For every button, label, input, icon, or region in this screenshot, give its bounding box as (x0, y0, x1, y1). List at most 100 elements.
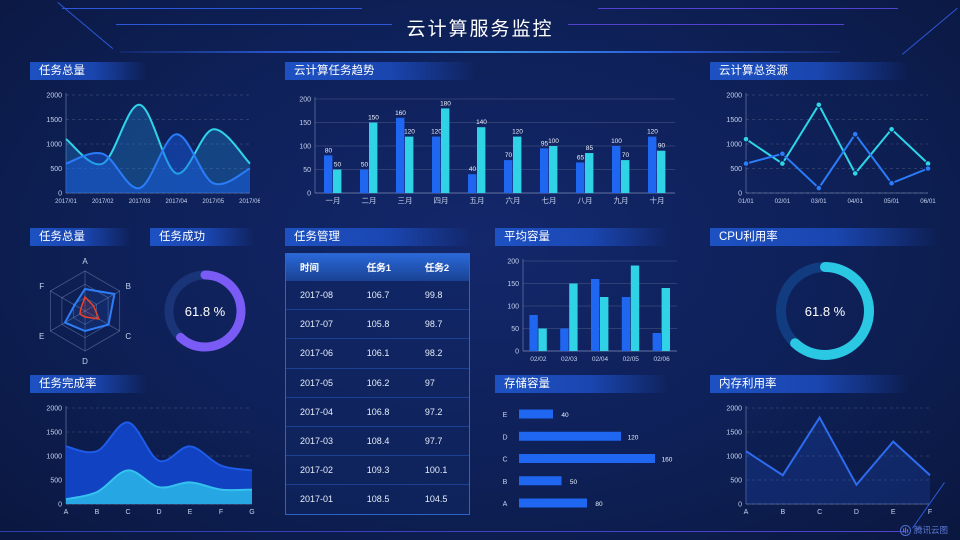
table-header: 时间 任务1 任务2 (286, 254, 469, 280)
svg-text:A: A (503, 501, 508, 508)
table-cell: 108.5 (366, 494, 390, 505)
svg-text:A: A (744, 509, 749, 516)
svg-text:120: 120 (404, 129, 415, 136)
svg-text:1500: 1500 (46, 117, 62, 124)
svg-text:D: D (502, 434, 507, 441)
svg-text:200: 200 (299, 97, 311, 104)
svg-text:500: 500 (730, 166, 742, 173)
svg-text:02/05: 02/05 (623, 356, 640, 363)
svg-text:A: A (64, 509, 69, 516)
svg-text:80: 80 (595, 501, 603, 508)
svg-text:2000: 2000 (726, 406, 742, 413)
table-cell: 99.8 (424, 290, 443, 301)
table-row: 2017-06 106.1 98.2 (286, 338, 469, 367)
panel-task-total-area: 任务总量 0 500 1000 1500 2000 2017/01 2017/02 2017/… (30, 62, 260, 212)
panel-task-success: 任务成功 61.8 % (150, 228, 260, 368)
svg-text:2000: 2000 (46, 93, 62, 100)
svg-text:120: 120 (628, 434, 639, 441)
brand-logo-icon (899, 524, 911, 536)
table-cell: 106.8 (366, 406, 390, 417)
brand-name: 腾讯云图 (913, 525, 948, 535)
svg-text:06/01: 06/01 (920, 198, 936, 205)
table-cell: 106.2 (366, 377, 390, 388)
panel-title: 云计算任务趋势 (285, 62, 476, 80)
table-cell: 108.4 (366, 436, 390, 447)
svg-text:十月: 十月 (650, 195, 665, 205)
svg-text:三月: 三月 (398, 196, 413, 205)
table-row: 2017-03 108.4 97.7 (286, 425, 469, 455)
svg-text:50: 50 (334, 162, 342, 169)
svg-text:C: C (125, 509, 130, 516)
svg-text:500: 500 (50, 478, 62, 485)
total-resource-chart: 0 500 1000 1500 2000 01/01 02/01 03/01 04/01 05/0… (726, 93, 936, 206)
svg-text:0: 0 (58, 191, 62, 198)
table-cell: 2017-05 (300, 377, 334, 388)
svg-text:一月: 一月 (326, 196, 341, 205)
svg-text:50: 50 (511, 326, 519, 333)
table-cell: 2017-06 (300, 348, 334, 359)
table-cell: 105.8 (366, 319, 390, 330)
table-cell: 2017-08 (300, 290, 334, 301)
table-cell: 2017-03 (300, 436, 334, 447)
svg-text:B: B (95, 509, 100, 516)
cpu-donut-chart: 61.8 % (776, 262, 874, 360)
svg-text:100: 100 (611, 138, 622, 145)
svg-text:02/04: 02/04 (592, 356, 609, 363)
table-col-header: 任务2 (424, 263, 450, 274)
svg-text:0: 0 (738, 191, 742, 198)
svg-text:二月: 二月 (362, 196, 377, 205)
svg-text:02/06: 02/06 (653, 356, 670, 363)
svg-text:1000: 1000 (46, 142, 62, 149)
svg-text:1500: 1500 (726, 117, 742, 124)
svg-text:80: 80 (325, 147, 333, 154)
svg-text:2017/03: 2017/03 (129, 199, 151, 205)
svg-text:D: D (854, 509, 859, 516)
svg-text:50: 50 (303, 167, 311, 174)
svg-text:九月: 九月 (614, 196, 629, 205)
svg-text:03/01: 03/01 (811, 198, 827, 205)
table-col-header: 时间 (300, 263, 320, 274)
svg-text:05/01: 05/01 (884, 198, 900, 205)
svg-text:500: 500 (50, 166, 62, 173)
svg-text:D: D (156, 509, 161, 516)
table-cell: 2017-07 (300, 319, 334, 330)
footer-decor-line (0, 531, 906, 532)
svg-text:02/03: 02/03 (561, 356, 578, 363)
panel-task-table: 任务管理 时间 任务1 任务2 2017-08 106.7 99.8 2017-07 105… (285, 228, 472, 515)
svg-text:40: 40 (561, 412, 569, 419)
panel-title: 任务完成率 (30, 375, 147, 393)
svg-text:七月: 七月 (542, 196, 557, 205)
panel-storage: 存储容量 E 40 D 120 C 160 B 50 A 80 (495, 375, 685, 520)
table-cell: 106.7 (366, 290, 390, 301)
svg-text:0: 0 (58, 502, 62, 509)
panel-title: 任务总量 (30, 62, 147, 80)
svg-text:120: 120 (647, 129, 658, 136)
svg-text:150: 150 (507, 281, 519, 288)
panel-total-resource: 云计算总资源 0 500 1000 1500 2000 01/01 02/01 03/01 04… (710, 62, 940, 212)
svg-text:1500: 1500 (726, 430, 742, 437)
panel-title: 任务总量 (30, 228, 131, 246)
table-row: 2017-07 105.8 98.7 (286, 309, 469, 338)
svg-text:六月: 六月 (506, 195, 521, 205)
table-row: 2017-02 109.3 100.1 (286, 455, 469, 484)
panel-task-trend: 云计算任务趋势 0 50 100 150 200 一月 二月 三月 四月 五月 六月 七月 八月 九月 十月… (285, 62, 685, 212)
svg-text:140: 140 (476, 119, 487, 126)
task-trend-chart: 0 50 100 150 200 一月 二月 三月 四月 五月 六月 七月 八月 九月 十月 80 50 160 1… (299, 97, 675, 205)
svg-text:90: 90 (658, 143, 666, 150)
table-cell: 2017-02 (300, 465, 334, 476)
header-decor-bar (120, 51, 840, 53)
svg-text:2017/01: 2017/01 (55, 199, 77, 205)
header-decor-line (62, 8, 362, 9)
table-row: 2017-04 106.8 97.2 (286, 396, 469, 426)
svg-text:B: B (126, 282, 131, 291)
panel-memory: 内存利用率 0 500 1000 1500 2000 A B C D E F (710, 375, 940, 520)
svg-text:2000: 2000 (46, 406, 62, 413)
table-cell: 97 (424, 377, 435, 388)
panel-title: 任务成功 (150, 228, 254, 246)
svg-text:61.8 %: 61.8 % (805, 304, 846, 319)
table-row: 2017-08 106.7 99.8 (286, 280, 469, 309)
completion-area-chart: 0 500 1000 1500 2000 A B C D E F G (46, 406, 254, 517)
svg-text:02/02: 02/02 (530, 356, 547, 363)
svg-text:E: E (188, 509, 193, 516)
svg-text:180: 180 (440, 100, 451, 107)
